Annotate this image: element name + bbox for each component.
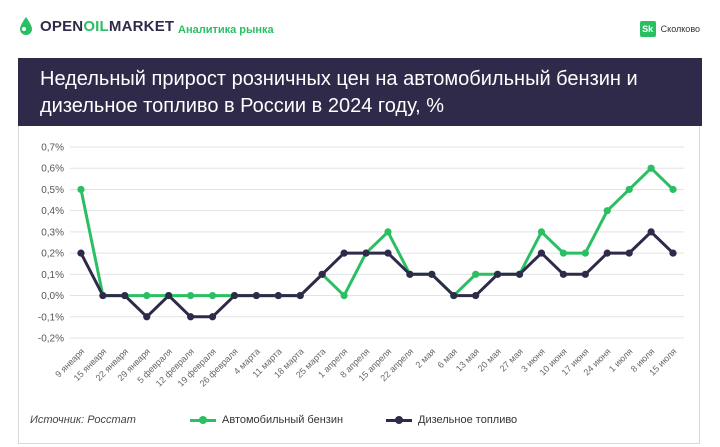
data-point-diesel (384, 249, 392, 257)
data-point-gasoline (472, 270, 480, 278)
data-point-diesel (537, 249, 546, 257)
data-point-diesel (428, 270, 436, 278)
y-tick-label: 0,5% (41, 185, 64, 196)
data-point-diesel (165, 291, 173, 300)
legend-gasoline: Автомобильный бензин (190, 414, 343, 426)
x-tick-label: 13 мая (454, 346, 481, 373)
data-point-gasoline (581, 249, 589, 257)
oil-drop-icon (20, 17, 32, 35)
title-banner: Недельный прирост розничных цен на автом… (18, 58, 702, 126)
data-point-diesel (318, 270, 326, 278)
legend-diesel-marker (386, 415, 412, 424)
data-point-diesel (472, 291, 480, 300)
data-point-diesel (559, 270, 567, 278)
data-point-diesel (77, 249, 85, 257)
data-point-gasoline (625, 185, 633, 194)
data-point-gasoline (187, 291, 195, 300)
logo-text: OPENOILMARKET (40, 17, 175, 35)
data-point-diesel (494, 270, 502, 278)
data-point-diesel (647, 228, 655, 236)
data-point-diesel (362, 249, 370, 257)
data-point-diesel (208, 313, 217, 321)
data-point-diesel (252, 291, 260, 300)
series-line-diesel (79, 230, 675, 319)
data-point-gasoline (537, 228, 546, 236)
data-point-diesel (121, 291, 129, 300)
chart-title: Недельный прирост розничных цен на автом… (40, 68, 638, 117)
y-tick-label: 0,7% (41, 143, 64, 154)
chart-frame (18, 126, 700, 444)
legend-diesel: Дизельное топливо (386, 414, 517, 426)
data-point-diesel (340, 249, 348, 257)
data-point-gasoline (603, 207, 611, 215)
legend-gasoline-label: Автомобильный бензин (222, 414, 344, 426)
y-tick-label: 0,3% (41, 227, 64, 238)
data-point-diesel (187, 313, 195, 321)
skolkovo-icon: Sk (639, 21, 656, 37)
y-tick-label: 0,6% (41, 164, 64, 175)
header: OPENOILMARKET Аналитика рынка Sk Сколков… (0, 0, 720, 58)
data-point-gasoline (340, 291, 348, 300)
data-point-diesel (296, 291, 304, 300)
data-point-gasoline (77, 185, 85, 194)
x-tick-label: 20 мая (476, 346, 503, 373)
y-tick-label: 0,2% (41, 249, 64, 260)
legend-gasoline-marker (190, 415, 216, 424)
data-point-diesel (274, 291, 282, 300)
data-point-diesel (669, 249, 677, 257)
data-point-diesel (143, 313, 151, 321)
y-tick-label: 0,1% (41, 270, 64, 281)
data-point-diesel (603, 249, 611, 257)
data-point-diesel (230, 291, 239, 300)
partner-name: Сколково (660, 24, 700, 34)
data-point-diesel (99, 291, 107, 300)
data-point-gasoline (384, 228, 392, 236)
data-point-gasoline (143, 291, 151, 300)
data-point-diesel (581, 270, 589, 278)
y-tick-label: 0,4% (41, 206, 64, 217)
x-tick-label: 2 мая (413, 346, 437, 370)
data-point-diesel (625, 249, 633, 257)
partner-logo: Sk Сколково (639, 21, 700, 37)
data-point-diesel (406, 270, 414, 278)
data-point-gasoline (208, 291, 217, 300)
y-tick-label: -0,1% (38, 312, 64, 323)
data-point-diesel (515, 270, 524, 278)
data-point-diesel (450, 291, 458, 300)
header-subtitle: Аналитика рынка (178, 24, 274, 36)
data-point-gasoline (647, 164, 655, 172)
data-point-gasoline (559, 249, 567, 257)
source-note: Источник: Росстат (30, 414, 136, 426)
logo[interactable]: OPENOILMARKET (18, 16, 174, 36)
y-tick-label: -0,2% (38, 334, 64, 345)
legend-diesel-label: Дизельное топливо (418, 414, 518, 426)
series-line-gasoline (79, 166, 675, 298)
data-point-gasoline (669, 185, 677, 194)
y-tick-label: 0,0% (41, 291, 64, 302)
